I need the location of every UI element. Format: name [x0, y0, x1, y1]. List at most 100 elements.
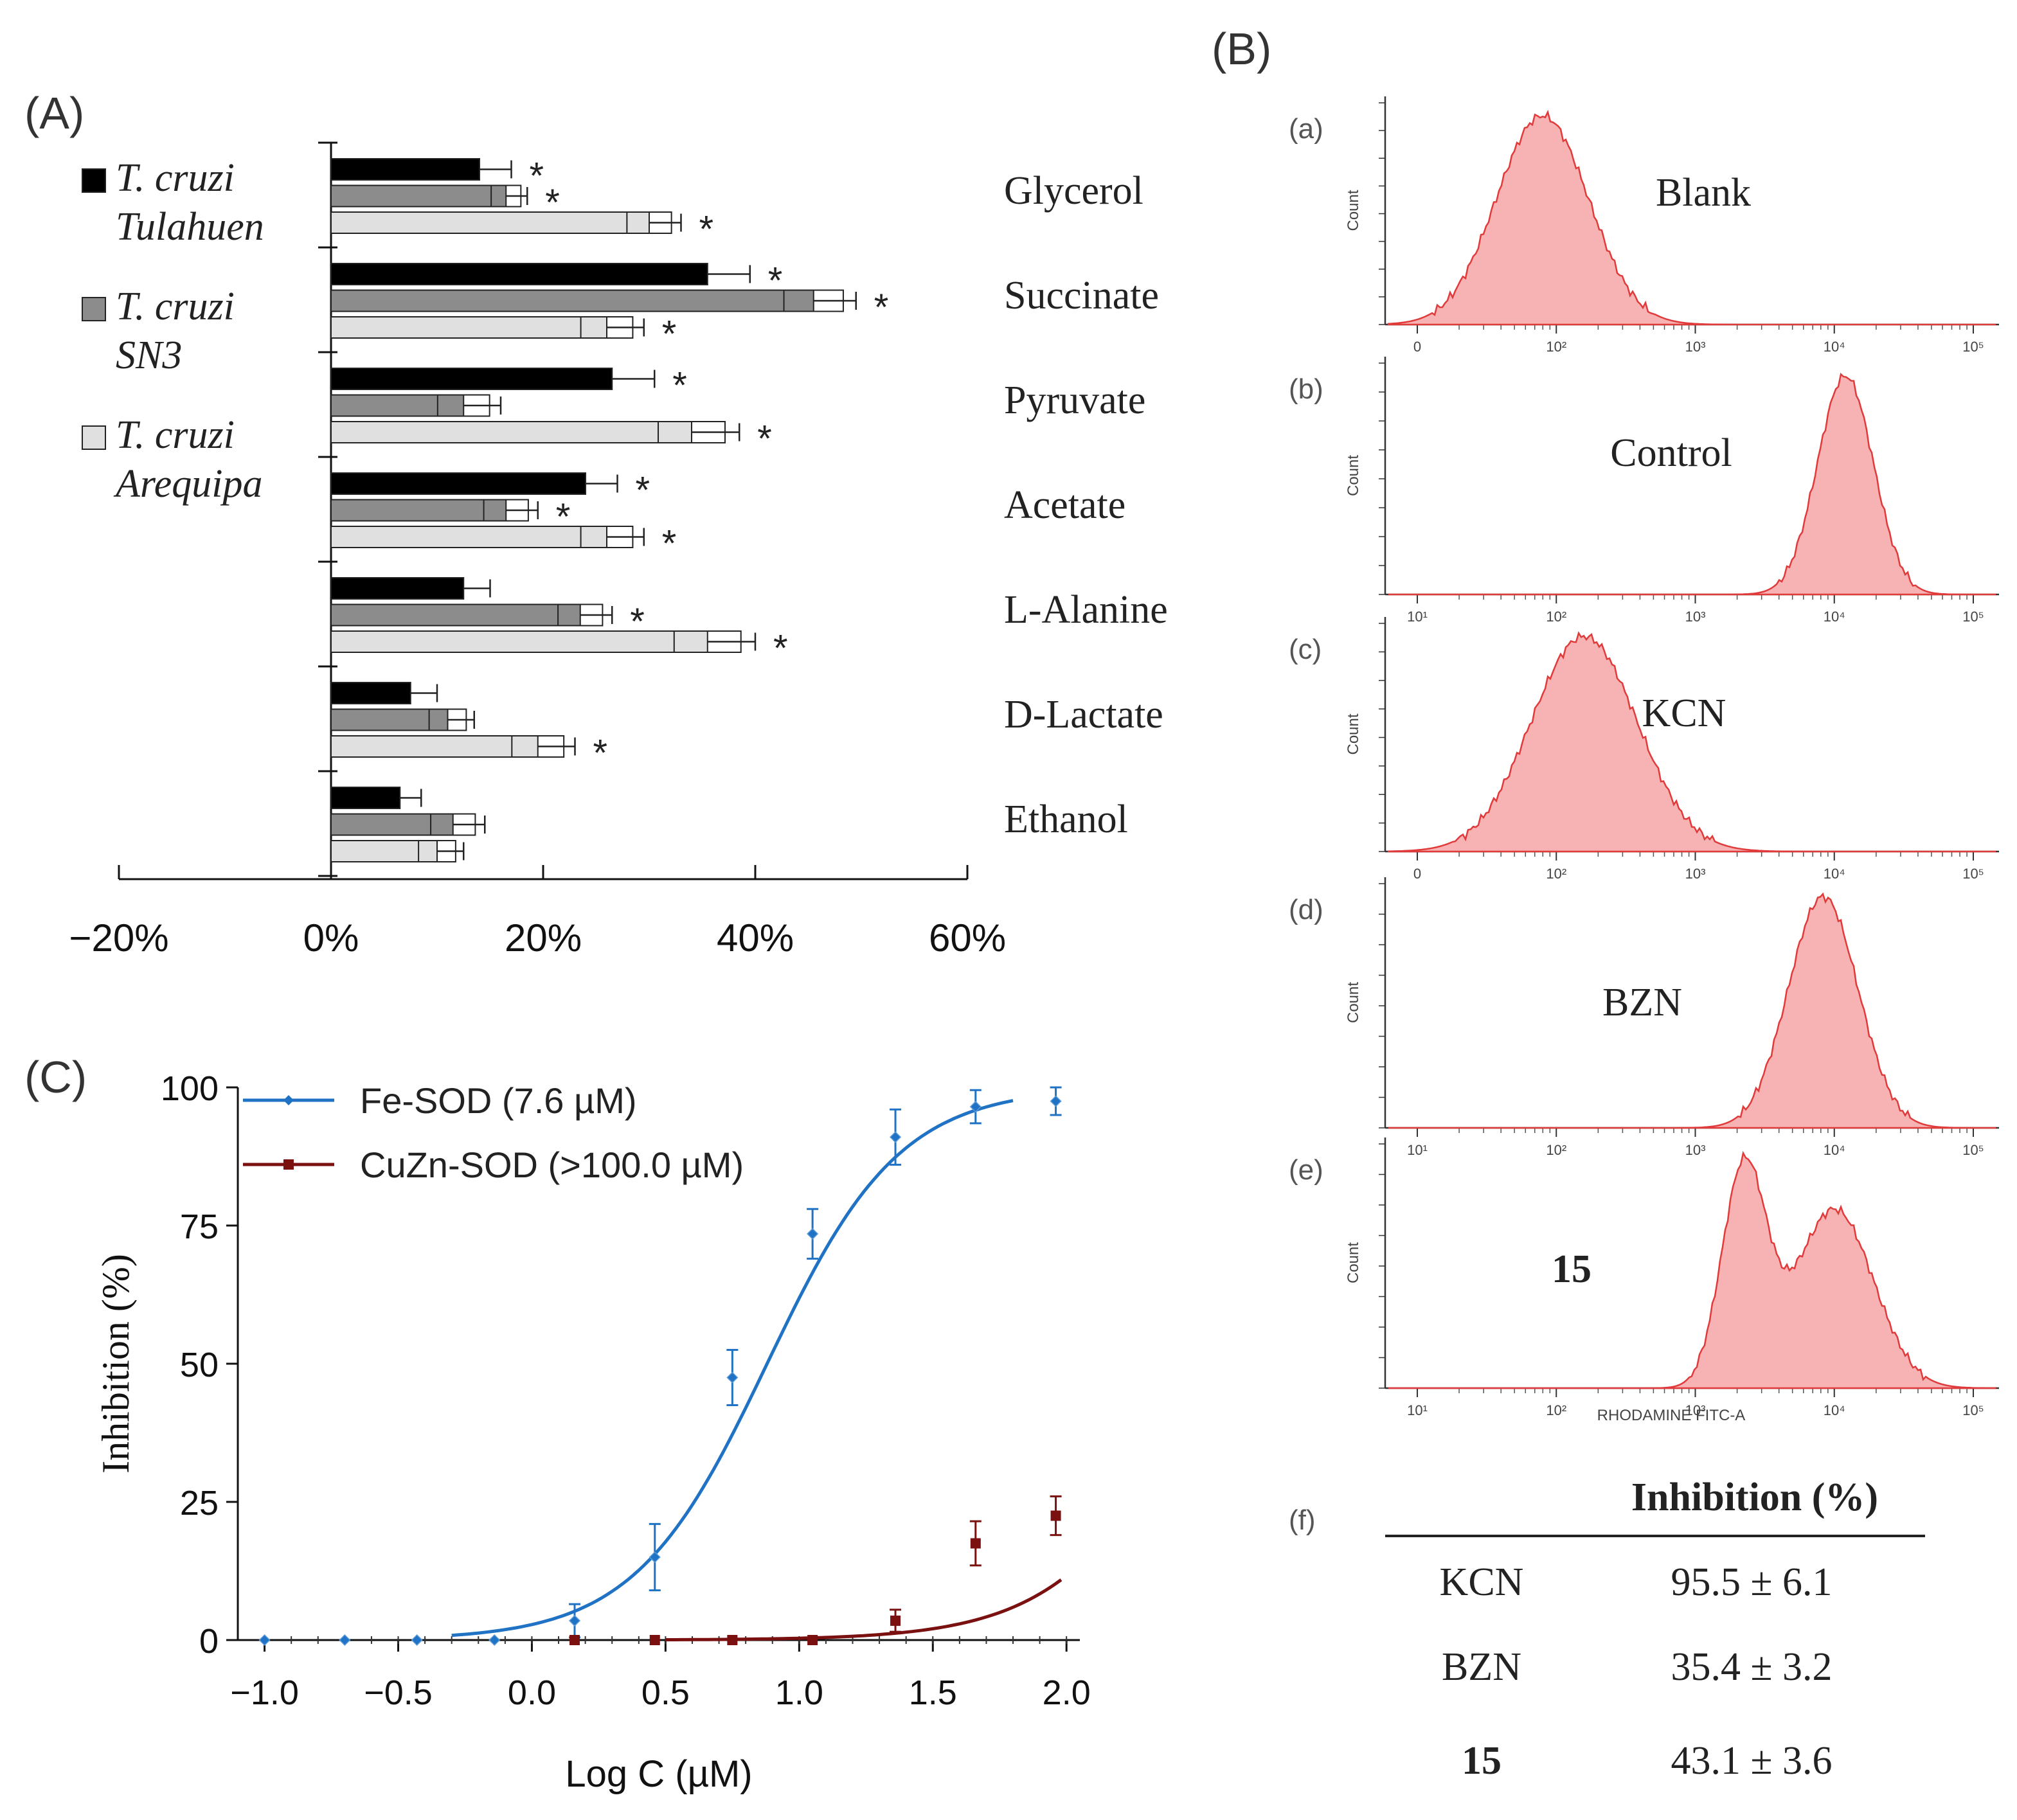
c-x-tick-label: 1.5 — [909, 1673, 957, 1712]
c-point-fe — [339, 1634, 351, 1646]
panel-label-c: (C) — [24, 1052, 87, 1102]
a-legend-line1: T. cruzi — [116, 285, 235, 328]
b-x-tick-label: 10³ — [1685, 1402, 1706, 1418]
a-bar — [330, 263, 708, 285]
c-legend-marker — [283, 1159, 294, 1170]
a-legend-swatch — [82, 168, 106, 193]
a-bar — [330, 289, 814, 312]
a-legend-swatch — [82, 297, 106, 321]
b-x-tick-label: 10⁵ — [1962, 1142, 1984, 1158]
c-point-cuzn — [1050, 1510, 1061, 1521]
c-x-tick-label: 2.0 — [1043, 1673, 1091, 1712]
b-x-tick-label: 10² — [1546, 866, 1566, 882]
b-subpanel-tag: (e) — [1289, 1154, 1323, 1186]
a-significance-star: * — [773, 628, 788, 670]
b-subpanel-tag: (c) — [1289, 634, 1322, 665]
a-bar — [330, 394, 465, 417]
b-x-tick-label: 10³ — [1685, 609, 1706, 625]
b-x-tick-label: 10⁵ — [1962, 1402, 1984, 1418]
a-bar — [330, 499, 507, 522]
b-x-tick-label: 10² — [1546, 339, 1566, 355]
a-bar — [330, 472, 586, 495]
b-y-axis-label: Count — [1345, 982, 1362, 1023]
a-bar — [330, 368, 613, 390]
a-bar — [330, 735, 539, 758]
c-point-fe — [889, 1131, 902, 1143]
b-x-tick-label: 10⁴ — [1824, 866, 1845, 882]
b-x-tick-label: 0 — [1413, 339, 1421, 355]
a-legend-line1: T. cruzi — [116, 156, 235, 200]
a-bar — [330, 840, 438, 862]
c-x-tick-label: 0.0 — [508, 1673, 556, 1712]
c-y-tick-label: 100 — [161, 1069, 219, 1108]
b-sample-label: Blank — [1656, 171, 1751, 215]
a-bar — [330, 211, 650, 234]
a-bar — [330, 787, 401, 809]
a-significance-star: * — [699, 209, 714, 251]
a-category-label: D-Lactate — [1004, 693, 1163, 736]
b-x-tick-label: 10⁴ — [1824, 1402, 1845, 1418]
b-y-axis-label: Count — [1345, 455, 1362, 496]
panel-a-bar-chart: −20% 0% 20% 40% 60% * * * Glycerol * * * Succinate * *… — [69, 141, 1168, 959]
b-x-tick-label: 10² — [1546, 1142, 1566, 1158]
b-subpanel-tag: (b) — [1289, 373, 1323, 405]
a-category-label: Succinate — [1004, 274, 1159, 317]
b-histogram — [1388, 892, 1996, 1129]
c-point-cuzn — [727, 1635, 738, 1645]
panel-label-a: (A) — [24, 88, 84, 138]
a-bar — [330, 630, 708, 653]
c-point-cuzn — [970, 1538, 981, 1549]
a-category-label: Glycerol — [1004, 169, 1143, 213]
panel-b-histograms: (a) 0 10² 10³ 10⁴ 10⁵ Count Blank (b) 10¹ 10² 10³ 10… — [1289, 96, 1999, 1424]
a-bar — [330, 421, 692, 443]
c-point-cuzn — [649, 1635, 660, 1645]
a-bar — [330, 158, 480, 181]
c-point-fe — [1050, 1095, 1062, 1107]
b-y-axis-label: Count — [1345, 1242, 1362, 1283]
b-sample-label: BZN — [1602, 981, 1682, 1024]
b-x-tick-label: 10⁵ — [1962, 609, 1984, 625]
a-category-label: L-Alanine — [1004, 588, 1168, 632]
a-x-tick-label: 0% — [303, 916, 359, 959]
a-significance-star: * — [530, 156, 544, 197]
b-x-tick-label: 10⁵ — [1962, 339, 1984, 355]
panel-f-table: (f) Inhibition (%) KCN 95.5 ± 6.1 BZN 35.4 ± … — [1289, 1476, 1925, 1783]
a-bar — [330, 526, 607, 548]
b-x-tick-label: 0 — [1413, 866, 1421, 882]
a-legend-line2: SN3 — [116, 334, 182, 377]
a-x-tick-label: 40% — [717, 916, 794, 959]
panel-c-line-chart: 0 25 50 75 100 −1.0 −0.5 0.0 0.5 1.0 1.5 2.0 Log C (… — [94, 1069, 1091, 1795]
a-x-tick-label: 20% — [505, 916, 582, 959]
a-bar — [330, 577, 465, 600]
c-point-fe — [726, 1371, 739, 1384]
b-x-tick-label: 10⁵ — [1962, 866, 1984, 882]
a-legend-line2: Tulahuen — [116, 205, 264, 249]
a-significance-star: * — [662, 314, 677, 355]
c-x-tick-label: 0.5 — [641, 1673, 690, 1712]
c-y-tick-label: 0 — [199, 1622, 219, 1661]
a-significance-star: * — [757, 418, 772, 460]
c-point-cuzn — [807, 1635, 818, 1645]
panel-label-b: (B) — [1212, 24, 1271, 74]
b-x-tick-label: 10⁴ — [1824, 1142, 1845, 1158]
c-x-tick-label: 1.0 — [775, 1673, 823, 1712]
b-sample-label: Control — [1610, 431, 1732, 475]
b-x-tick-label: 10² — [1546, 609, 1566, 625]
b-histogram — [1388, 372, 1996, 596]
c-legend-marker — [283, 1095, 294, 1105]
a-category-label: Pyruvate — [1004, 379, 1145, 422]
c-point-fe — [649, 1551, 661, 1564]
b-histogram — [1387, 631, 1996, 853]
f-compound: 15 — [1462, 1739, 1502, 1783]
c-point-cuzn — [890, 1615, 901, 1626]
a-x-tick-label: −20% — [69, 916, 168, 959]
a-significance-star: * — [672, 365, 687, 407]
c-point-fe — [489, 1634, 501, 1646]
f-value: 35.4 ± 3.2 — [1671, 1645, 1832, 1689]
b-subpanel-tag: (a) — [1289, 113, 1323, 145]
a-bar — [330, 184, 507, 208]
f-value: 43.1 ± 3.6 — [1671, 1739, 1832, 1783]
f-compound: KCN — [1440, 1560, 1524, 1604]
b-histogram — [1388, 1150, 1996, 1389]
a-significance-star: * — [662, 523, 677, 565]
